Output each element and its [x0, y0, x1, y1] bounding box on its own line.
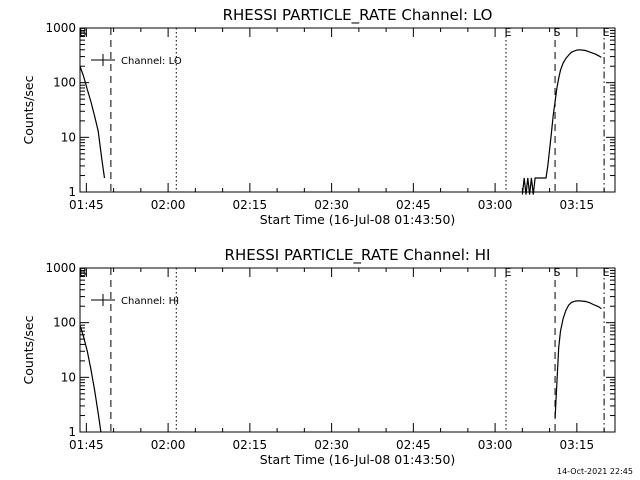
x-tick-label: 03:00 — [478, 198, 513, 212]
event-marker-label: S — [554, 266, 561, 279]
y-tick-label: 1 — [68, 185, 76, 199]
event-marker-label: E — [603, 26, 610, 39]
data-series-line — [521, 49, 602, 195]
event-marker-label: B — [79, 26, 87, 39]
x-tick-label: 02:00 — [151, 198, 186, 212]
event-marker-label: E — [505, 266, 512, 279]
plot-panel-1: RHESSI PARTICLE_RATE Channel: HI Counts/s… — [21, 246, 616, 467]
x-tick-label: 03:15 — [560, 438, 595, 452]
x-tick-label: 02:45 — [396, 438, 431, 452]
data-series-line — [79, 325, 102, 433]
legend-entry: Channel: LO — [121, 56, 182, 67]
event-marker-label: B — [79, 266, 87, 279]
x-tick-label: 01:45 — [69, 198, 104, 212]
y-tick-label: 100 — [53, 316, 76, 330]
plot-frame — [79, 27, 616, 193]
x-axis-label: Start Time (16-Jul-08 01:43:50) — [260, 452, 456, 467]
x-tick-label: 02:30 — [314, 438, 349, 452]
y-axis-label: Counts/sec — [21, 315, 36, 384]
plot-frame — [79, 267, 616, 433]
y-tick-label: 1 — [68, 425, 76, 439]
y-tick-label: 10 — [61, 130, 76, 144]
event-marker-label: S — [554, 26, 561, 39]
x-tick-label: 02:15 — [233, 198, 268, 212]
x-tick-label: 01:45 — [69, 438, 104, 452]
x-tick-label: 02:00 — [151, 438, 186, 452]
y-axis-label: Counts/sec — [21, 75, 36, 144]
event-marker-label: E — [603, 266, 610, 279]
x-tick-label: 02:45 — [396, 198, 431, 212]
plot-panel-0: RHESSI PARTICLE_RATE Channel: LO Counts/s… — [21, 6, 616, 227]
legend-entry: Channel: HI — [121, 296, 179, 307]
chart-title: RHESSI PARTICLE_RATE Channel: HI — [225, 246, 491, 265]
x-tick-label: 02:30 — [314, 198, 349, 212]
x-axis-label: Start Time (16-Jul-08 01:43:50) — [260, 212, 456, 227]
print-timestamp: 14-Oct-2021 22:45 — [557, 467, 633, 476]
x-tick-label: 03:00 — [478, 438, 513, 452]
y-tick-label: 1000 — [45, 261, 76, 275]
data-series-line — [554, 300, 602, 419]
y-tick-label: 1000 — [45, 21, 76, 35]
data-series-line — [79, 66, 106, 179]
x-tick-label: 02:15 — [233, 438, 268, 452]
event-marker-label: E — [505, 26, 512, 39]
y-tick-label: 100 — [53, 76, 76, 90]
y-tick-label: 10 — [61, 370, 76, 384]
chart-title: RHESSI PARTICLE_RATE Channel: LO — [223, 6, 493, 25]
x-tick-label: 03:15 — [560, 198, 595, 212]
